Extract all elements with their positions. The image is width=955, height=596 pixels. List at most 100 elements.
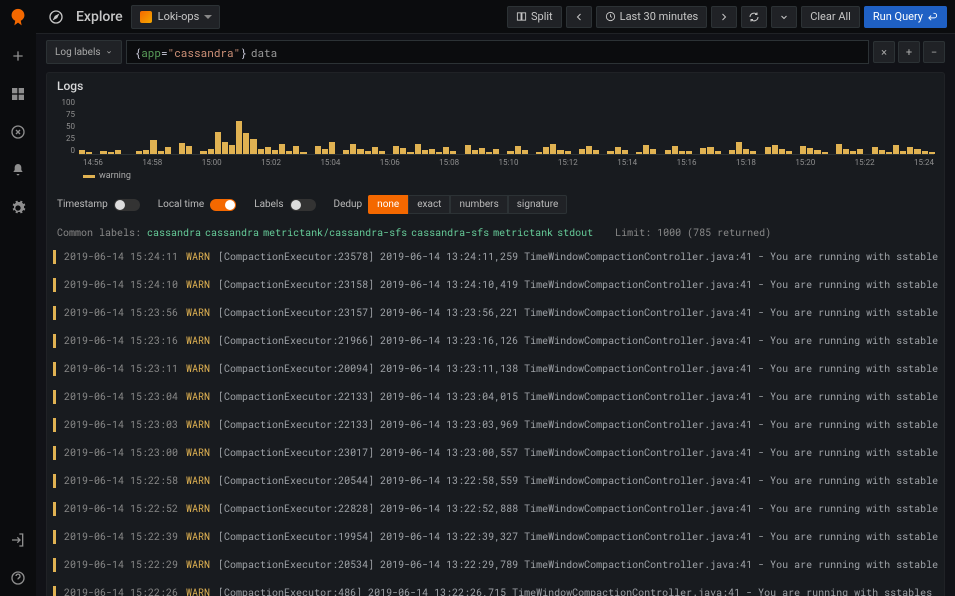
query-input[interactable]: {app="cassandra"}data [126,40,869,64]
bell-icon[interactable] [6,158,30,182]
clear-query-button[interactable]: × [873,41,895,63]
log-row[interactable]: 2019-06-14 15:22:52 WARN [CompactionExecut… [53,499,938,519]
log-message: [CompactionExecutor:20544] 2019-06-14 13… [218,474,938,488]
histogram-bars [79,99,934,155]
log-row[interactable]: 2019-06-14 15:22:29WARN[CompactionExecut… [53,555,938,575]
log-row[interactable]: 2019-06-14 15:23:11 WARN [CompactionExecut… [53,359,938,379]
dedup-exact-button[interactable]: exact [408,195,450,214]
log-message: [CompactionExecutor:23158] 2019-06-14 13… [218,278,938,292]
refresh-button[interactable] [741,6,767,28]
signin-icon[interactable] [6,528,30,552]
log-level: WARN [186,530,210,544]
log-row[interactable]: 2019-06-14 15:22:58 WARN [CompactionExecut… [53,471,938,491]
log-message: [CompactionExecutor:22828] 2019-06-14 13… [218,502,938,516]
log-level: WARN [186,558,210,572]
log-timestamp: 2019-06-14 15:24:11 [64,250,178,264]
log-timestamp: 2019-06-14 15:23:11 [64,362,178,376]
run-query-button[interactable]: Run Query [864,6,947,28]
log-level: WARN [186,250,210,264]
timestamp-toggle[interactable] [114,199,140,211]
log-message: [CompactionExecutor:21966] 2019-06-14 13… [218,334,938,348]
log-level-bar [53,502,56,516]
log-level-bar [53,558,56,572]
datasource-select[interactable]: Loki-ops [131,5,221,29]
compass-icon[interactable] [6,120,30,144]
log-timestamp: 2019-06-14 15:22:29 [64,558,178,572]
page-title: Explore [76,9,123,25]
log-level: WARN [186,586,210,596]
log-message: [CompactionExecutor:22133] 2019-06-14 13… [218,390,938,404]
log-level-bar [53,390,56,404]
log-row[interactable]: 2019-06-14 15:24:11 WARN [CompactionExecut… [53,247,938,267]
log-level: WARN [186,278,210,292]
next-button[interactable] [711,6,737,28]
log-timestamp: 2019-06-14 15:22:58 [64,474,178,488]
gear-icon[interactable] [6,196,30,220]
log-level: WARN [186,362,210,376]
clear-all-button[interactable]: Clear All [801,6,860,28]
split-button[interactable]: Split [507,6,562,28]
log-row[interactable]: 2019-06-14 15:23:00 WARN [CompactionExecut… [53,443,938,463]
log-row[interactable]: 2019-06-14 15:23:16 WARN [CompactionExecut… [53,331,938,351]
legend: warning [83,167,934,181]
x-axis: 14:5614:5815:0015:0215:0415:0615:0815:10… [83,155,934,167]
help-icon[interactable] [6,566,30,590]
localtime-toggle[interactable] [210,199,236,211]
log-message: [CompactionExecutor:23578] 2019-06-14 13… [218,250,938,264]
log-message: [CompactionExecutor:486] 2019-06-14 13:2… [218,586,938,596]
localtime-label: Local time [158,199,204,210]
log-timestamp: 2019-06-14 15:23:00 [64,446,178,460]
query-row: Log labels {app="cassandra"}data × + − [46,40,945,64]
log-level: WARN [186,474,210,488]
log-level-bar [53,418,56,432]
log-timestamp: 2019-06-14 15:23:03 [64,418,178,432]
log-row[interactable]: 2019-06-14 15:22:39WARN[CompactionExecut… [53,527,938,547]
dedup-none-button[interactable]: none [368,195,408,214]
plus-icon[interactable] [6,44,30,68]
log-level-bar [53,586,56,596]
log-row[interactable]: 2019-06-14 15:23:04WARN[CompactionExecut… [53,387,938,407]
log-level: WARN [186,502,210,516]
log-timestamp: 2019-06-14 15:22:26 [64,586,178,596]
log-timestamp: 2019-06-14 15:23:04 [64,390,178,404]
dedup-signature-button[interactable]: signature [508,195,568,214]
log-level-bar [53,306,56,320]
loki-icon [140,11,152,23]
time-range-button[interactable]: Last 30 minutes [596,6,708,28]
apps-icon[interactable] [6,82,30,106]
log-row[interactable]: 2019-06-14 15:22:26 WARN [CompactionExecut… [53,583,938,596]
refresh-interval-button[interactable] [771,6,797,28]
logs-panel: Logs 1007550250 14:5614:5815:0015:0215:0… [46,72,945,596]
log-message: [CompactionExecutor:20094] 2019-06-14 13… [218,362,938,376]
left-sidebar [0,0,36,596]
labels-label: Labels [254,199,283,210]
legend-swatch [83,175,95,178]
datasource-label: Loki-ops [158,10,200,23]
grafana-logo-icon[interactable] [6,6,30,30]
labels-toggle[interactable] [290,199,316,211]
log-level-bar [53,530,56,544]
remove-query-button[interactable]: − [923,41,945,63]
dedup-group: noneexactnumberssignature [368,195,567,214]
log-timestamp: 2019-06-14 15:23:16 [64,334,178,348]
log-level: WARN [186,334,210,348]
log-level-bar [53,334,56,348]
log-message: [CompactionExecutor:23017] 2019-06-14 13… [218,446,938,460]
log-timestamp: 2019-06-14 15:22:52 [64,502,178,516]
add-query-button[interactable]: + [898,41,920,63]
log-row[interactable]: 2019-06-14 15:23:03WARN[CompactionExecut… [53,415,938,435]
log-level-bar [53,362,56,376]
log-level-bar [53,474,56,488]
prev-button[interactable] [566,6,592,28]
log-histogram[interactable]: 1007550250 [57,99,934,155]
topbar: Explore Loki-ops Split Last 30 minutes [36,0,955,34]
log-row[interactable]: 2019-06-14 15:23:56WARN[CompactionExecut… [53,303,938,323]
common-labels: Common labels: cassandracassandrametrict… [47,222,944,243]
log-level: WARN [186,446,210,460]
log-level: WARN [186,418,210,432]
timestamp-label: Timestamp [57,199,108,210]
dedup-numbers-button[interactable]: numbers [450,195,507,214]
log-labels-button[interactable]: Log labels [46,40,122,64]
log-row[interactable]: 2019-06-14 15:24:10WARN[CompactionExecut… [53,275,938,295]
log-controls: Timestamp Local time Labels Dedup noneex… [47,187,944,222]
